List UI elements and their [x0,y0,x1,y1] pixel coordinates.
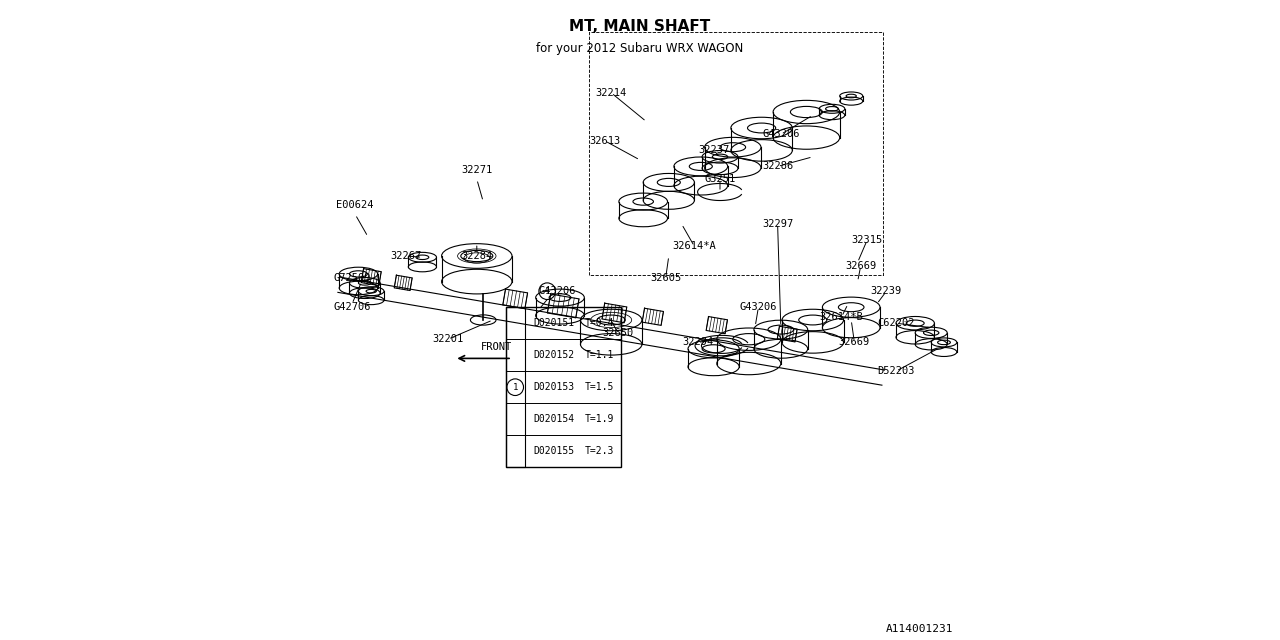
Text: C62202: C62202 [877,318,915,328]
Text: FRONT: FRONT [480,342,512,352]
Text: 32237: 32237 [698,145,730,156]
Text: 32650: 32650 [602,328,634,338]
Text: 32605: 32605 [650,273,681,284]
Text: D020154: D020154 [532,414,575,424]
Text: D52203: D52203 [877,366,915,376]
Text: D020153: D020153 [532,382,575,392]
Text: 32201: 32201 [433,334,463,344]
Text: G3251: G3251 [704,174,736,184]
Text: 32669: 32669 [838,337,870,348]
Text: D020152: D020152 [532,350,575,360]
Text: 32669: 32669 [845,260,877,271]
Text: 32297: 32297 [762,219,794,229]
Text: D020155: D020155 [532,446,575,456]
Bar [506,307,621,467]
Text: G72509: G72509 [333,273,371,284]
Text: G43206: G43206 [538,286,576,296]
Text: G43206: G43206 [762,129,800,140]
Text: 1: 1 [512,383,518,392]
Text: 32315: 32315 [851,235,883,245]
Text: T=1.5: T=1.5 [585,382,614,392]
Text: for your 2012 Subaru WRX WAGON: for your 2012 Subaru WRX WAGON [536,42,744,54]
Text: 32294: 32294 [682,337,713,348]
Text: 32267: 32267 [390,251,422,261]
Text: 32284: 32284 [461,251,493,261]
Text: D020151: D020151 [532,318,575,328]
Text: 1: 1 [544,287,550,296]
Text: T=1.1: T=1.1 [585,350,614,360]
Text: T=0.4: T=0.4 [585,318,614,328]
Text: G43206: G43206 [740,302,777,312]
Text: T=2.3: T=2.3 [585,446,614,456]
Text: 32271: 32271 [461,164,493,175]
Text: MT, MAIN SHAFT: MT, MAIN SHAFT [570,19,710,34]
Text: E00624: E00624 [337,200,374,210]
Text: 32286: 32286 [762,161,794,172]
Text: 32614*A: 32614*A [672,241,717,252]
Text: 32239: 32239 [870,286,902,296]
Text: G42706: G42706 [333,302,371,312]
Text: 32214: 32214 [595,88,627,98]
Text: A114001231: A114001231 [886,623,954,634]
Bar [506,307,525,467]
Text: 32613: 32613 [589,136,621,146]
Text: T=1.9: T=1.9 [585,414,614,424]
Text: 32614*B: 32614*B [819,312,864,322]
